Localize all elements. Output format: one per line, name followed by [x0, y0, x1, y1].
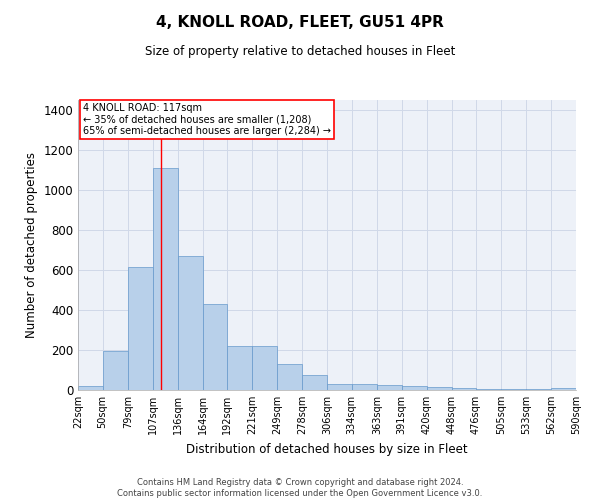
Bar	[377, 385, 401, 390]
Bar	[476, 389, 502, 390]
Bar	[253, 346, 277, 390]
Bar	[78, 386, 103, 390]
Bar	[178, 256, 203, 390]
Text: 4 KNOLL ROAD: 117sqm
← 35% of detached houses are smaller (1,208)
65% of semi-de: 4 KNOLL ROAD: 117sqm ← 35% of detached h…	[83, 103, 331, 136]
Bar	[277, 364, 302, 390]
Text: Size of property relative to detached houses in Fleet: Size of property relative to detached ho…	[145, 45, 455, 58]
Bar	[352, 384, 377, 390]
Bar	[302, 375, 327, 390]
Y-axis label: Number of detached properties: Number of detached properties	[25, 152, 38, 338]
Bar	[551, 388, 576, 390]
Bar	[502, 389, 526, 390]
Bar	[526, 389, 551, 390]
Bar	[227, 346, 253, 390]
Bar	[427, 387, 452, 390]
Bar	[452, 388, 476, 390]
Bar	[152, 168, 178, 390]
X-axis label: Distribution of detached houses by size in Fleet: Distribution of detached houses by size …	[186, 442, 468, 456]
Bar	[203, 304, 227, 390]
Bar	[327, 384, 352, 390]
Text: Contains HM Land Registry data © Crown copyright and database right 2024.
Contai: Contains HM Land Registry data © Crown c…	[118, 478, 482, 498]
Text: 4, KNOLL ROAD, FLEET, GU51 4PR: 4, KNOLL ROAD, FLEET, GU51 4PR	[156, 15, 444, 30]
Bar	[128, 267, 152, 390]
Bar	[401, 386, 427, 390]
Bar	[103, 351, 128, 390]
